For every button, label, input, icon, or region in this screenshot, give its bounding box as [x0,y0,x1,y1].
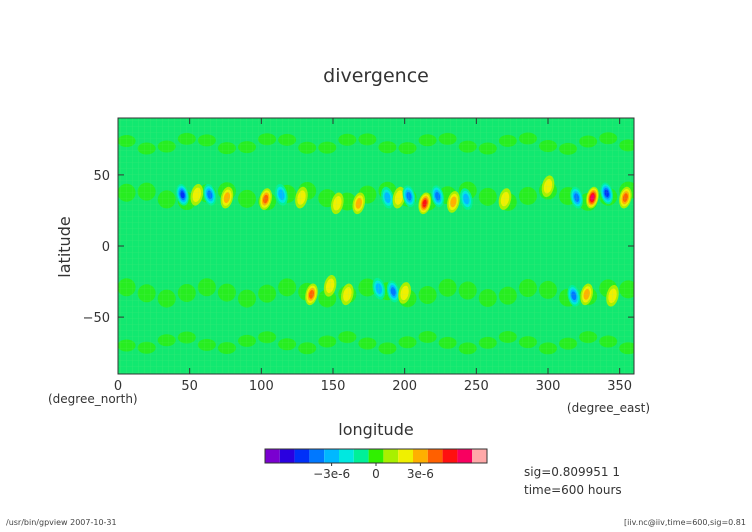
colorbar-swatch [427,449,443,463]
x-tick-label: 350 [607,379,632,394]
colorbar-labels: −3e-6 0 3e-6 [313,463,434,481]
x-tick-label: 150 [321,379,346,394]
colorbar [264,448,488,464]
colorbar-swatch [279,449,295,463]
footer-right: [iiv.nc@iiv,time=600,sig=0.81 [624,518,746,527]
y-tick-label: 0 [102,240,110,255]
y-tick-label: −50 [83,311,110,326]
grid-overlay [118,118,634,374]
y-axis-title: latitude [55,216,74,277]
colorbar-tick-label: 0 [372,467,380,481]
chart-title: divergence [323,65,429,87]
colorbar-swatch [368,449,384,463]
colorbar-swatch [324,449,339,463]
y-tick-label: 50 [93,169,110,184]
colorbar-swatch [383,449,399,463]
colorbar-swatch [457,449,473,463]
x-axis-title: longitude [338,420,413,439]
info-sig: sig=0.809951 1 [524,465,620,479]
colorbar-swatch [339,449,354,463]
y-axis: 50 0 −50 [83,169,634,326]
x-unit-label: (degree_east) [567,401,650,415]
colorbar-swatch [398,449,413,463]
colorbar-tick-label: 3e-6 [407,467,434,481]
x-tick-label: 200 [392,379,417,394]
info-time: time=600 hours [524,483,622,497]
colorbar-swatch [309,449,325,463]
colorbar-tick-label: −3e-6 [313,467,350,481]
x-tick-label: 50 [181,379,198,394]
x-tick-label: 250 [464,379,489,394]
footer-left: /usr/bin/gpview 2007-10-31 [6,518,117,527]
colorbar-swatch [294,449,310,463]
x-tick-label: 300 [536,379,561,394]
y-unit-label: (degree_north) [48,392,138,406]
colorbar-swatch [353,449,369,463]
colorbar-swatch [265,449,280,463]
colorbar-swatch [472,449,487,463]
x-tick-label: 0 [114,379,122,394]
x-axis: 0 50 100 150 200 250 300 350 [114,118,632,394]
plot-area [118,118,634,374]
colorbar-swatch [413,449,428,463]
colorbar-swatch [442,449,458,463]
x-tick-label: 100 [249,379,274,394]
